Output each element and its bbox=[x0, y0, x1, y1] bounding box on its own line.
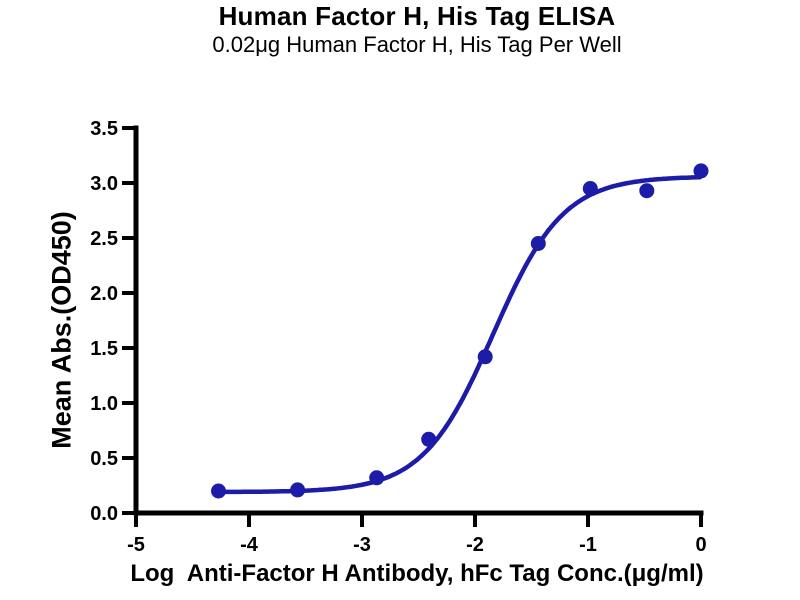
data-point bbox=[211, 483, 226, 499]
y-tick-label: 1.0 bbox=[90, 393, 118, 415]
y-tick-label: 2.5 bbox=[90, 228, 118, 250]
data-point bbox=[530, 236, 546, 251]
x-tick-label: 0 bbox=[695, 534, 706, 556]
x-axis-title: Log Anti-Factor H Antibody, hFc Tag Conc… bbox=[130, 560, 704, 587]
y-tick-label: 0.5 bbox=[90, 448, 118, 470]
data-point bbox=[477, 349, 493, 365]
chart-title: Human Factor H, His Tag ELISA bbox=[218, 1, 616, 31]
data-point bbox=[639, 183, 655, 199]
y-tick-label: 0.0 bbox=[90, 503, 118, 525]
y-tick-label: 1.5 bbox=[90, 338, 118, 360]
data-point bbox=[290, 482, 306, 498]
x-tick-label: -3 bbox=[353, 534, 371, 556]
x-tick-label: -1 bbox=[579, 534, 597, 556]
y-tick-label: 3.5 bbox=[90, 118, 118, 140]
data-point bbox=[582, 181, 598, 196]
fit-curve bbox=[216, 175, 703, 495]
data-point bbox=[369, 470, 385, 486]
y-tick-label: 3.0 bbox=[90, 173, 118, 195]
x-tick-label: -4 bbox=[240, 534, 259, 556]
data-point bbox=[421, 431, 437, 447]
x-tick-label: -5 bbox=[127, 534, 145, 556]
x-tick-label: -2 bbox=[466, 534, 484, 556]
chart-subtitle: 0.02μg Human Factor H, His Tag Per Well bbox=[212, 32, 622, 57]
y-tick-label: 2.0 bbox=[90, 283, 118, 305]
data-point bbox=[693, 163, 709, 179]
